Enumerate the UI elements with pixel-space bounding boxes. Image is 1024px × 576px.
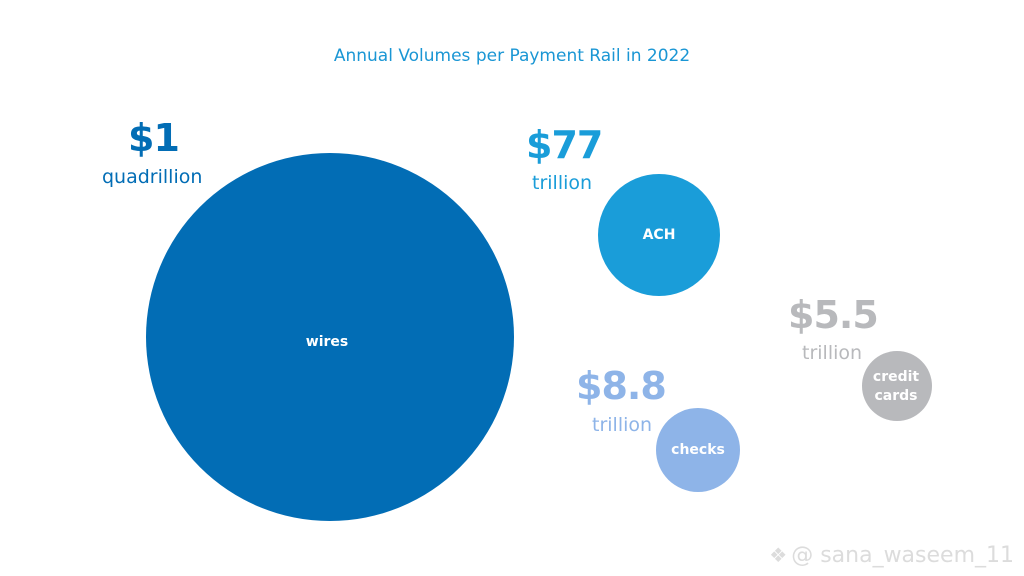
- watermark-text: @ sana_waseem_11: [791, 543, 1014, 568]
- wires-amount-label: $1: [128, 116, 180, 160]
- ach-bubble-label: ACH: [642, 227, 676, 243]
- checks-bubble-label: checks: [671, 442, 725, 458]
- credit-cards-amount-label: $5.5: [788, 293, 879, 337]
- ach-unit-label: trillion: [532, 172, 593, 194]
- credit-cards-unit-label: trillion: [802, 342, 863, 364]
- checks-unit-label: trillion: [592, 414, 653, 436]
- checks-amount-label: $8.8: [576, 364, 667, 408]
- watermark: ❖ @ sana_waseem_11: [769, 543, 1014, 568]
- checks-bubble: [656, 408, 740, 492]
- credit-cards-bubble: [862, 351, 932, 421]
- ach-bubble: [598, 174, 720, 296]
- wires-bubble: [146, 153, 514, 521]
- diamond-logo-icon: ❖: [769, 543, 788, 567]
- chart-title: Annual Volumes per Payment Rail in 2022: [333, 46, 691, 66]
- wires-bubble-label: wires: [305, 334, 349, 350]
- wires-unit-label: quadrillion: [102, 166, 203, 188]
- credit-cards-bubble-label: credit cards: [872, 369, 920, 404]
- ach-amount-label: $77: [526, 123, 603, 167]
